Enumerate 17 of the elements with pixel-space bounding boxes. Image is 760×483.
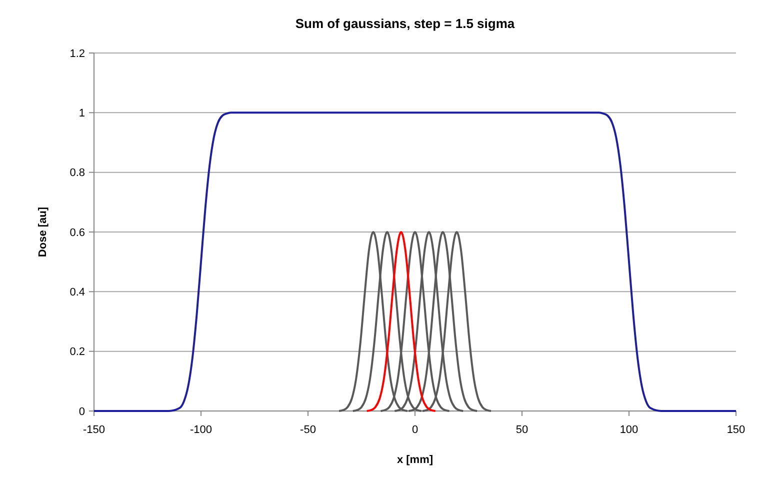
x-tick-label: 0 <box>412 424 418 436</box>
x-tick-label: -100 <box>190 424 212 436</box>
y-axis-title: Dose [au] <box>37 206 49 258</box>
y-tick-label: 1.2 <box>70 48 85 60</box>
y-tick-label: 0.8 <box>70 167 85 180</box>
y-tick-label: 0.2 <box>70 346 85 358</box>
y-tick-label: 0 <box>78 406 85 418</box>
x-axis-title: x [mm] <box>396 454 434 466</box>
x-tick-label: 100 <box>620 424 638 436</box>
y-tick-label: 0.6 <box>70 226 85 239</box>
x-tick-label: 50 <box>516 424 528 436</box>
y-tick-label: 0.4 <box>70 286 85 299</box>
chart-title: Sum of gaussians, step = 1.5 sigma <box>295 16 516 31</box>
y-tick-label: 1 <box>78 108 85 120</box>
x-tick-label: -150 <box>82 424 106 436</box>
x-tick-label: 150 <box>726 424 746 436</box>
x-tick-label: -50 <box>300 424 316 436</box>
